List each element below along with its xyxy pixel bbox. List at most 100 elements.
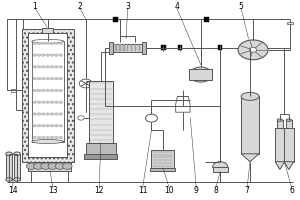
Circle shape	[55, 54, 58, 56]
Circle shape	[37, 101, 41, 103]
Bar	[32, 41, 64, 142]
Circle shape	[50, 125, 54, 127]
Bar	[22, 29, 74, 162]
Circle shape	[249, 47, 256, 52]
Circle shape	[37, 125, 41, 127]
Circle shape	[55, 163, 65, 169]
Circle shape	[37, 54, 41, 56]
Polygon shape	[241, 154, 259, 162]
Bar	[275, 128, 285, 162]
Bar	[11, 89, 16, 92]
Circle shape	[50, 136, 54, 139]
Bar	[127, 44, 128, 51]
Circle shape	[55, 42, 58, 44]
Circle shape	[50, 113, 54, 115]
Ellipse shape	[14, 152, 20, 156]
Bar	[86, 143, 116, 155]
Text: 8: 8	[213, 186, 218, 195]
Circle shape	[59, 77, 62, 80]
Text: 6: 6	[290, 186, 294, 195]
Bar	[109, 42, 113, 54]
Circle shape	[59, 66, 62, 68]
Circle shape	[33, 136, 37, 139]
Circle shape	[42, 42, 45, 44]
Circle shape	[59, 101, 62, 103]
Bar	[28, 33, 67, 157]
Circle shape	[42, 89, 45, 92]
Circle shape	[33, 77, 37, 80]
Circle shape	[59, 125, 62, 127]
Circle shape	[42, 66, 45, 68]
Circle shape	[37, 42, 41, 44]
Bar	[113, 17, 118, 22]
Circle shape	[42, 101, 45, 103]
Circle shape	[46, 113, 50, 115]
Bar	[113, 44, 142, 52]
Bar	[284, 128, 294, 162]
Text: 13: 13	[48, 186, 58, 195]
Circle shape	[50, 77, 54, 80]
Circle shape	[41, 163, 50, 169]
Text: 14: 14	[8, 186, 17, 195]
Bar	[161, 45, 166, 50]
Bar	[213, 167, 228, 172]
Circle shape	[50, 42, 54, 44]
Circle shape	[59, 89, 62, 92]
Bar	[28, 162, 71, 171]
Ellipse shape	[32, 140, 64, 143]
Circle shape	[46, 42, 50, 44]
Circle shape	[55, 113, 58, 115]
Bar	[241, 96, 259, 154]
Circle shape	[55, 125, 58, 127]
Circle shape	[50, 101, 54, 103]
Circle shape	[189, 67, 212, 82]
Bar	[178, 45, 182, 50]
Circle shape	[62, 163, 72, 169]
Circle shape	[42, 125, 45, 127]
Circle shape	[33, 89, 37, 92]
Circle shape	[42, 113, 45, 115]
Circle shape	[42, 54, 45, 56]
Text: 2: 2	[77, 2, 82, 11]
Circle shape	[46, 66, 50, 68]
Text: 5: 5	[238, 2, 244, 11]
Bar	[123, 44, 124, 51]
Circle shape	[33, 42, 37, 44]
Circle shape	[37, 136, 41, 139]
Text: 3: 3	[125, 2, 130, 11]
Text: 7: 7	[244, 186, 250, 195]
Circle shape	[42, 136, 45, 139]
Bar	[204, 17, 209, 22]
Circle shape	[37, 113, 41, 115]
Circle shape	[46, 136, 50, 139]
Circle shape	[46, 125, 50, 127]
Bar	[131, 44, 133, 51]
Polygon shape	[275, 162, 285, 170]
Circle shape	[37, 66, 41, 68]
Circle shape	[46, 77, 50, 80]
Circle shape	[59, 54, 62, 56]
Bar	[286, 120, 292, 128]
Circle shape	[34, 163, 43, 169]
Circle shape	[55, 66, 58, 68]
Circle shape	[33, 101, 37, 103]
Ellipse shape	[241, 92, 259, 100]
Circle shape	[33, 113, 37, 115]
Circle shape	[26, 163, 36, 169]
Bar	[42, 28, 53, 33]
Circle shape	[46, 54, 50, 56]
Text: 1: 1	[33, 2, 38, 11]
Circle shape	[46, 101, 50, 103]
Bar	[135, 44, 137, 51]
Circle shape	[33, 54, 37, 56]
Circle shape	[59, 113, 62, 115]
Text: 12: 12	[94, 186, 104, 195]
Circle shape	[50, 66, 54, 68]
Circle shape	[55, 136, 58, 139]
Bar	[189, 69, 212, 80]
Circle shape	[78, 116, 84, 120]
Circle shape	[50, 89, 54, 92]
Bar	[119, 44, 121, 51]
Circle shape	[238, 40, 268, 60]
Circle shape	[50, 54, 54, 56]
